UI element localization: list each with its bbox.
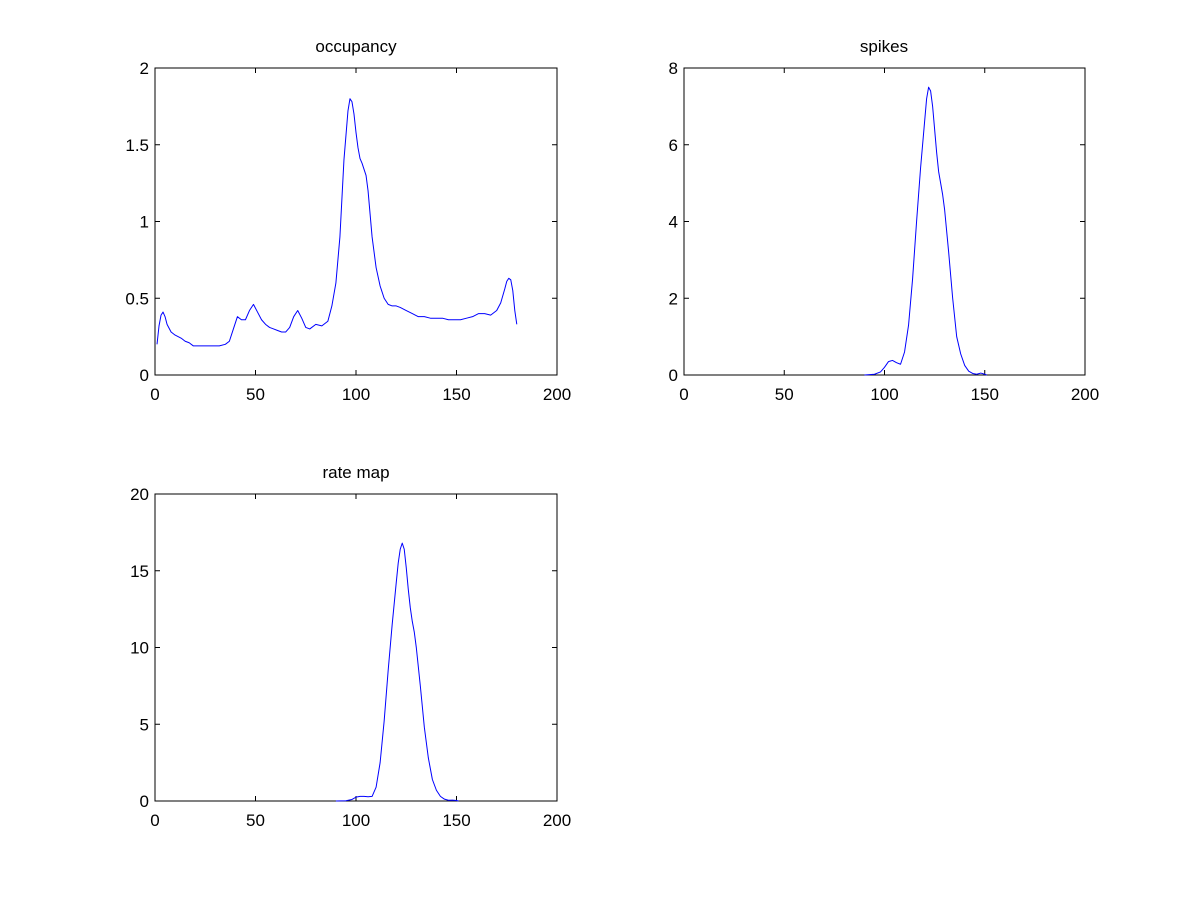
chart-title: rate map — [322, 463, 389, 482]
x-tick-label: 50 — [775, 385, 794, 404]
chart-title: occupancy — [315, 37, 397, 56]
series-line — [156, 98, 518, 347]
subplot-spikes: spikes 0 50 100 150 200 0 2 4 6 8 — [669, 37, 1100, 404]
y-tick-label: 10 — [130, 639, 149, 658]
y-tick-label: 2 — [140, 59, 149, 78]
x-tick-label: 100 — [342, 385, 370, 404]
x-tick-label: 200 — [543, 385, 571, 404]
y-tick-label: 0 — [669, 366, 678, 385]
y-tick-label: 5 — [140, 715, 149, 734]
x-tick-label: 150 — [442, 811, 470, 830]
x-tick-label: 50 — [246, 385, 265, 404]
subplot-occupancy: occupancy 0 50 100 150 200 0 0.5 1 1.5 2 — [125, 37, 571, 404]
x-tick-label: 100 — [342, 811, 370, 830]
y-tick-label: 15 — [130, 562, 149, 581]
y-tick-label: 0 — [140, 792, 149, 811]
x-tick-label: 50 — [246, 811, 265, 830]
x-tick-label: 0 — [679, 385, 688, 404]
y-tick-label: 0 — [140, 366, 149, 385]
y-tick-label: 8 — [669, 59, 678, 78]
x-tick-label: 200 — [543, 811, 571, 830]
y-tick-label: 2 — [669, 289, 678, 308]
y-tick-label: 20 — [130, 485, 149, 504]
y-tick-label: 0.5 — [125, 289, 149, 308]
x-tick-label: 0 — [150, 385, 159, 404]
y-tick-label: 6 — [669, 136, 678, 155]
x-tick-label: 100 — [870, 385, 898, 404]
series-line — [864, 86, 987, 376]
subplot-rate-map: rate map 0 50 100 150 200 0 5 10 15 20 — [130, 463, 571, 830]
x-tick-label: 200 — [1071, 385, 1099, 404]
series-line — [335, 542, 459, 802]
chart-title: spikes — [860, 37, 908, 56]
y-tick-label: 1.5 — [125, 136, 149, 155]
x-tick-label: 0 — [150, 811, 159, 830]
y-tick-label: 1 — [140, 213, 149, 232]
x-tick-label: 150 — [442, 385, 470, 404]
x-tick-label: 150 — [971, 385, 999, 404]
y-tick-label: 4 — [669, 213, 678, 232]
